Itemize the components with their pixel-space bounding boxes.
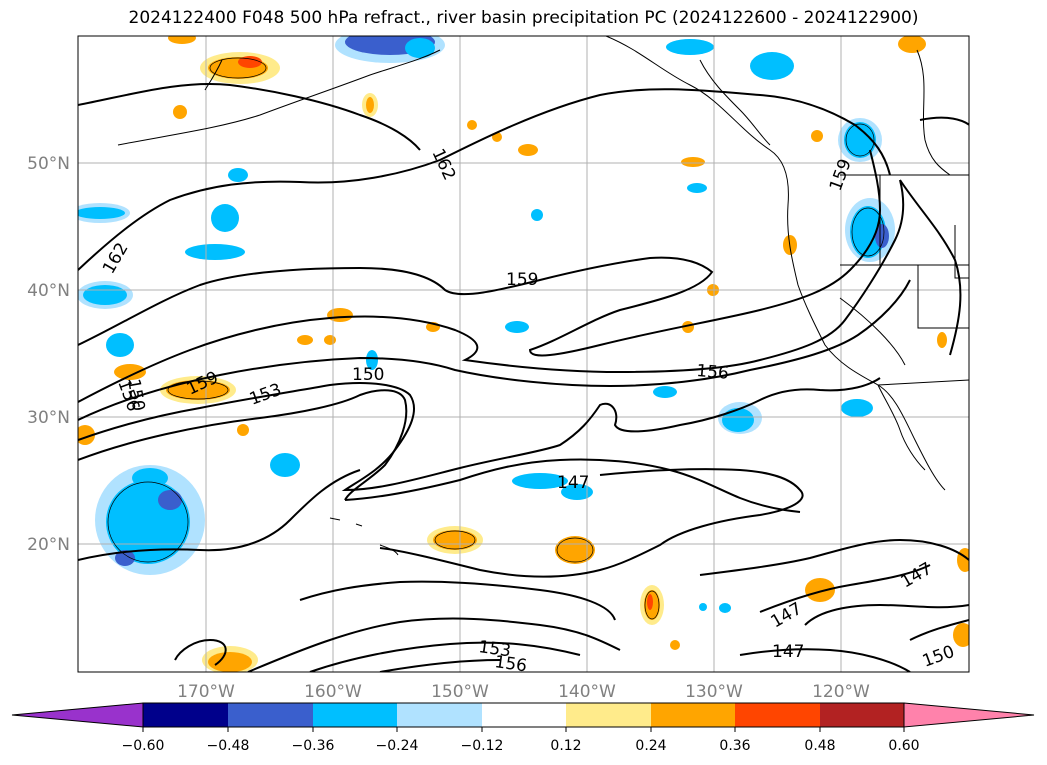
- contour-lines: [78, 83, 969, 672]
- colorbar: −0.60 −0.48 −0.36 −0.24 −0.12 0.12 0.24 …: [11, 702, 1035, 754]
- map-content: 162 162 159 159 156 159 153 150 156 147 …: [78, 36, 969, 676]
- colorbar-segment: [482, 703, 566, 727]
- contour-label: 147: [772, 642, 804, 662]
- map-frame: [77, 35, 970, 673]
- colorbar-tick: 0.36: [719, 738, 750, 754]
- colorbar-tick: −0.48: [207, 738, 250, 754]
- colorbar-frame: [142, 702, 905, 728]
- colorbar-segment: [228, 703, 313, 727]
- colorbar-tick: −0.36: [292, 738, 335, 754]
- colorbar-tick: −0.60: [122, 738, 165, 754]
- lon-label: 140°W: [558, 682, 616, 702]
- colorbar-segment: [397, 703, 482, 727]
- map-panel: [78, 36, 969, 672]
- colorbar-segment: [651, 703, 735, 727]
- latitude-labels: 50°N 40°N 30°N 20°N: [27, 154, 70, 555]
- colorbar-segment: [313, 703, 397, 727]
- contour-label: 153: [477, 637, 512, 661]
- lon-label: 130°W: [685, 682, 743, 702]
- graticule: [78, 36, 969, 672]
- lat-label: 20°N: [27, 535, 70, 555]
- lat-label: 40°N: [27, 281, 70, 301]
- colorbar-tick: −0.24: [376, 738, 419, 754]
- colorbar-extend-high: [903, 702, 1035, 728]
- shading-outlines: [107, 57, 885, 620]
- colorbar-segment: [735, 703, 820, 727]
- lon-label: 160°W: [304, 682, 362, 702]
- colorbar-segment: [143, 703, 228, 727]
- lon-label: 120°W: [812, 682, 870, 702]
- lon-label: 170°W: [177, 682, 235, 702]
- colorbar-tick: −0.12: [461, 738, 504, 754]
- colorbar-tick: 0.24: [635, 738, 666, 754]
- lon-label: 150°W: [431, 682, 489, 702]
- colorbar-tick: 0.48: [804, 738, 835, 754]
- lat-label: 30°N: [27, 408, 70, 428]
- colorbar-extend-low: [11, 702, 144, 728]
- colorbar-segment: [820, 703, 904, 727]
- contour-label: 159: [506, 270, 538, 290]
- contour-label: 147: [557, 473, 589, 493]
- colorbar-tick: 0.12: [550, 738, 581, 754]
- colorbar-tick: 0.60: [888, 738, 919, 754]
- colorbar-segment: [566, 703, 651, 727]
- contour-label: 156: [696, 361, 730, 384]
- contour-label: 150: [352, 365, 384, 385]
- longitude-labels: 170°W 160°W 150°W 140°W 130°W 120°W: [177, 682, 870, 702]
- map-title: 2024122400 F048 500 hPa refract., river …: [128, 8, 919, 28]
- contour-label: 156: [493, 652, 528, 676]
- lat-label: 50°N: [27, 154, 70, 174]
